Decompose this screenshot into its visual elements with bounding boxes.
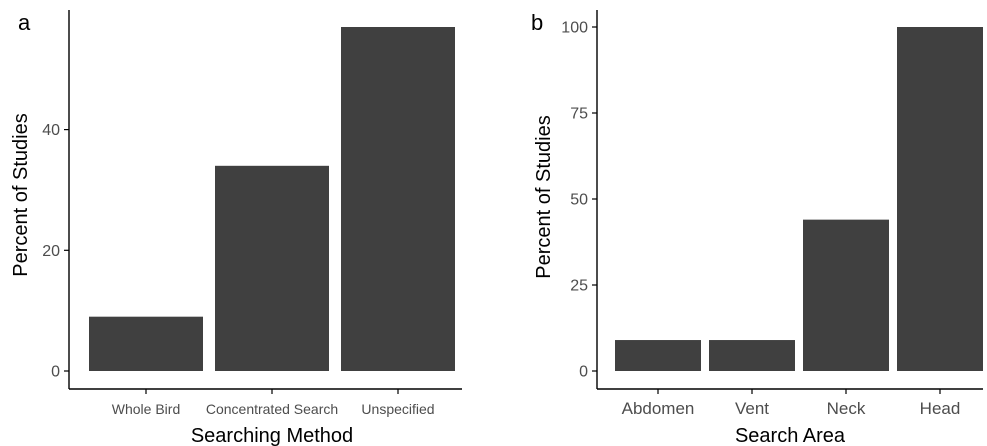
panel-a-x-axis-title: Searching Method — [191, 425, 353, 446]
panel-b-x-tick-label: Abdomen — [622, 399, 695, 418]
panel-a-bar-whole-bird — [89, 316, 203, 371]
panel-a: a Whole Bird Concentrated Search Unspecifi… — [10, 10, 462, 446]
panel-a-bar-concentrated-search — [215, 165, 329, 371]
panel-a-y-axis-title: Percent of Studies — [10, 113, 32, 276]
panel-a-y-tick-label: 0 — [51, 364, 60, 381]
panel-b-y-tick-label: 100 — [561, 20, 588, 37]
panel-a-x-tick-label: Concentrated Search — [206, 401, 338, 417]
panel-b-bar-head — [897, 27, 983, 371]
panel-a-letter: a — [18, 10, 31, 35]
panel-b-x-tick-label: Neck — [827, 399, 866, 418]
panel-b-y-tick-label: 25 — [570, 278, 588, 295]
panel-b-x-tick-label: Vent — [735, 399, 769, 418]
panel-b-y-tick-label: 75 — [570, 106, 588, 123]
panel-b-y-tick-label: 50 — [570, 192, 588, 209]
panel-b-x-tick-label: Head — [920, 399, 961, 418]
panel-a-bar-unspecified — [341, 27, 455, 371]
panel-a-y-tick-label: 20 — [42, 243, 60, 260]
panel-a-axes: Whole Bird Concentrated Search Unspecified… — [42, 10, 462, 417]
panel-a-y-tick-label: 40 — [42, 122, 60, 139]
panel-b-x-axis-title: Search Area — [735, 425, 846, 446]
panel-b-bar-neck — [803, 219, 889, 371]
panel-b-letter: b — [531, 10, 543, 35]
panel-a-x-tick-label: Whole Bird — [112, 401, 180, 417]
panel-b-bar-vent — [709, 340, 795, 371]
panel-b-y-axis-title: Percent of Studies — [533, 115, 555, 278]
panel-a-bars — [89, 27, 455, 371]
panel-b-bars — [615, 27, 983, 371]
panel-a-x-tick-label: Unspecified — [361, 401, 434, 417]
panel-b-bar-abdomen — [615, 340, 701, 371]
panel-b: b Abdomen Vent Neck Head 0 25 50 75 100 Search A… — [531, 10, 983, 446]
panel-b-axes: Abdomen Vent Neck Head 0 25 50 75 100 — [561, 10, 983, 418]
panel-b-y-tick-label: 0 — [579, 364, 588, 381]
